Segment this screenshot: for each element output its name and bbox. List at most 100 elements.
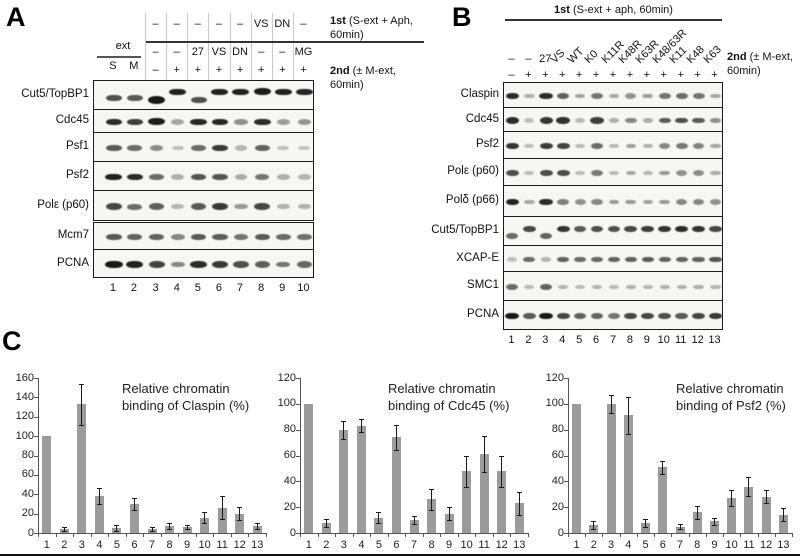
x-category-label: 4	[358, 539, 365, 551]
error-bar	[378, 512, 380, 523]
error-bar	[765, 490, 767, 504]
bar-chart: 0 20 40 60 80 100 120 140 160 1 2 3 4 5 6 7 8 9 10 11 12 13 Re…	[8, 368, 272, 558]
protein-band	[558, 284, 569, 290]
error-bar	[98, 488, 100, 504]
bar	[692, 512, 702, 533]
protein-band	[190, 118, 208, 126]
error-bar-cap	[376, 522, 382, 524]
panel-a-header-rule	[146, 41, 424, 43]
error-bar-cap	[219, 519, 225, 521]
y-tick-label: 120	[545, 371, 564, 384]
y-tick	[564, 403, 568, 405]
x-category-label: 4	[96, 539, 103, 551]
x-tick	[160, 533, 162, 537]
y-tick-label: 60	[283, 449, 296, 461]
protein-band	[659, 284, 670, 290]
lane-condition-label: 27	[539, 53, 552, 65]
blot-box	[93, 161, 314, 191]
x-category-label: 6	[131, 539, 138, 551]
x-tick	[178, 533, 180, 537]
bar	[339, 429, 349, 533]
y-tick	[296, 429, 300, 431]
bar	[606, 403, 616, 533]
error-bar-cap	[729, 505, 735, 507]
lane-separator	[292, 13, 294, 80]
error-bar-cap	[481, 436, 487, 438]
error-bar-cap	[167, 529, 173, 531]
protein-band	[524, 199, 535, 205]
protein-band	[211, 144, 229, 152]
protein-band	[557, 93, 570, 99]
protein-band	[675, 117, 689, 124]
x-category-label: 5	[375, 539, 382, 551]
bar	[94, 496, 104, 533]
protein-band	[253, 88, 271, 96]
error-bar-cap	[358, 432, 364, 434]
lane-number: 13	[708, 334, 721, 346]
lane-number: 2	[525, 334, 532, 346]
blot-row-label: Cdc45	[55, 114, 89, 126]
y-tick-label: 20	[21, 507, 34, 520]
protein-band	[524, 170, 535, 176]
y-axis	[38, 378, 39, 533]
error-bar-cap	[131, 498, 137, 500]
blot-row-label: XCAP-E	[456, 251, 499, 264]
protein-band	[675, 93, 688, 99]
y-tick	[34, 474, 38, 476]
error-bar-cap	[79, 424, 85, 426]
protein-band	[693, 170, 705, 176]
protein-band	[523, 256, 536, 263]
bar	[572, 403, 582, 533]
error-bar-cap	[677, 529, 683, 531]
y-tick	[296, 481, 300, 483]
bar	[623, 415, 633, 533]
y-tick-label: 40	[21, 487, 34, 500]
protein-band	[591, 143, 604, 149]
protein-band	[591, 256, 604, 263]
protein-band	[126, 118, 143, 126]
error-bar	[169, 523, 171, 530]
error-bar-cap	[61, 527, 67, 529]
protein-band	[675, 313, 688, 319]
condition-2nd-label: MG	[294, 46, 313, 58]
protein-band	[590, 117, 604, 124]
protein-band	[505, 142, 520, 150]
bar	[727, 498, 737, 533]
lane-separator	[229, 13, 231, 80]
lane-number: 12	[691, 334, 704, 346]
condition-mext-label: +	[194, 64, 202, 76]
protein-band	[658, 117, 671, 124]
protein-band	[191, 233, 207, 241]
error-bar-cap	[677, 523, 683, 525]
x-category-label: 12	[760, 539, 773, 551]
y-tick	[296, 455, 300, 457]
panel-a-note-1st-bold: 1st	[330, 15, 346, 27]
protein-band	[234, 174, 248, 180]
blot-row-label: Polε (p60)	[447, 165, 499, 177]
error-bar-cap	[341, 438, 347, 440]
protein-band	[624, 313, 638, 319]
protein-band	[641, 225, 655, 233]
error-bar	[731, 490, 733, 506]
y-tick-label: 120	[15, 410, 34, 423]
protein-band	[211, 118, 229, 126]
protein-band	[147, 118, 166, 126]
error-bar	[395, 424, 397, 451]
condition-1st-label: –	[237, 18, 244, 30]
protein-band	[211, 261, 229, 268]
protein-band	[505, 198, 520, 206]
lane-number: 6	[593, 334, 600, 346]
x-tick	[90, 533, 92, 537]
protein-band	[557, 256, 570, 263]
x-tick	[352, 533, 354, 537]
panel-b-note-2nd-rest: (± M-ext, 60min)	[727, 51, 793, 78]
protein-band	[233, 234, 249, 240]
error-bar-cap	[149, 527, 155, 529]
chart-title: Relative chromatin binding of Psf2 (%)	[676, 380, 786, 414]
x-tick	[723, 533, 725, 537]
blot-box	[93, 222, 314, 250]
chart-title: Relative chromatin binding of Claspin (%)	[122, 380, 249, 414]
protein-band	[505, 312, 520, 320]
blot-row-label: Psf2	[65, 169, 89, 181]
blot-box	[503, 82, 723, 108]
